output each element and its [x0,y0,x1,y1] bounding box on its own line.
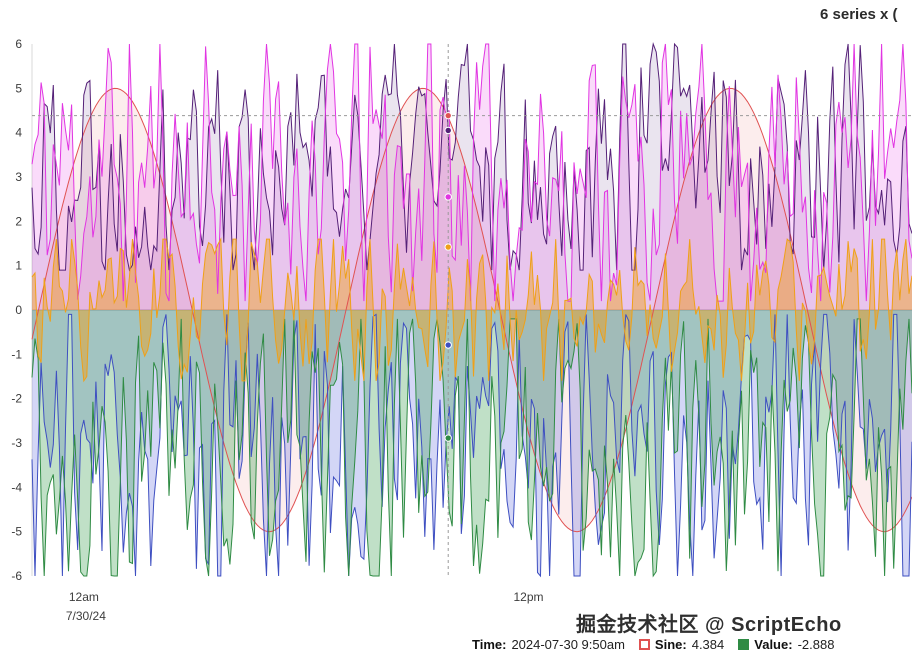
value-label: Value: [754,637,793,652]
time-label: Time: [472,637,507,652]
crosshair-dot [444,126,452,135]
y-tick-label: 2 [15,214,22,228]
y-tick-label: -4 [11,480,22,494]
time-value: 2024-07-30 9:50am [511,637,625,652]
y-tick-label: 4 [15,126,22,140]
series-line-3 [31,313,912,578]
y-tick-label: -2 [11,392,22,406]
series-line-2 [31,43,912,302]
y-tick-label: -3 [11,436,22,450]
sine-value: 4.384 [691,637,725,652]
x-tick-sublabel: 7/30/24 [66,609,106,623]
series-area-1 [32,44,912,310]
crosshair-dot [444,341,452,349]
y-tick-label: 3 [15,170,22,184]
sine-marker-icon [638,639,650,650]
series-area-4 [32,310,912,576]
chart-title: 6 series x ( [820,6,898,23]
y-tick-label: 0 [15,303,22,317]
y-tick-label: 6 [15,37,22,51]
series-area-0 [32,88,912,532]
value-marker-icon [738,639,750,650]
sine-label: Sine: [654,637,687,652]
y-tick-label: 5 [15,81,22,95]
series-line-4 [31,318,912,578]
crosshair-dot [444,111,452,120]
crosshair-dot [444,193,452,201]
legend-item-value[interactable]: Value: -2.888 [738,637,834,652]
x-tick-label: 12am [69,590,99,604]
crosshair-dot [444,243,452,251]
value-value: -2.888 [797,637,835,652]
y-tick-label: -5 [11,525,22,539]
series-area-3 [32,310,912,576]
y-tick-label: -1 [11,347,22,361]
x-tick-label: 12pm [513,590,543,604]
crosshair-dot [444,434,452,442]
series-area-5 [32,239,912,381]
legend-item-sine[interactable]: Sine: 4.384 [638,637,725,652]
series-line-5 [31,237,912,383]
y-tick-label: 1 [15,259,22,273]
watermark: 掘金技术社区 @ ScriptEcho [576,614,842,636]
series-line-0 [31,87,912,533]
y-tick-label: -6 [11,569,22,583]
series-line-1 [31,42,912,272]
tooltip-bar: Time: 2024-07-30 9:50am Sine: 4.384 Valu… [472,637,834,652]
